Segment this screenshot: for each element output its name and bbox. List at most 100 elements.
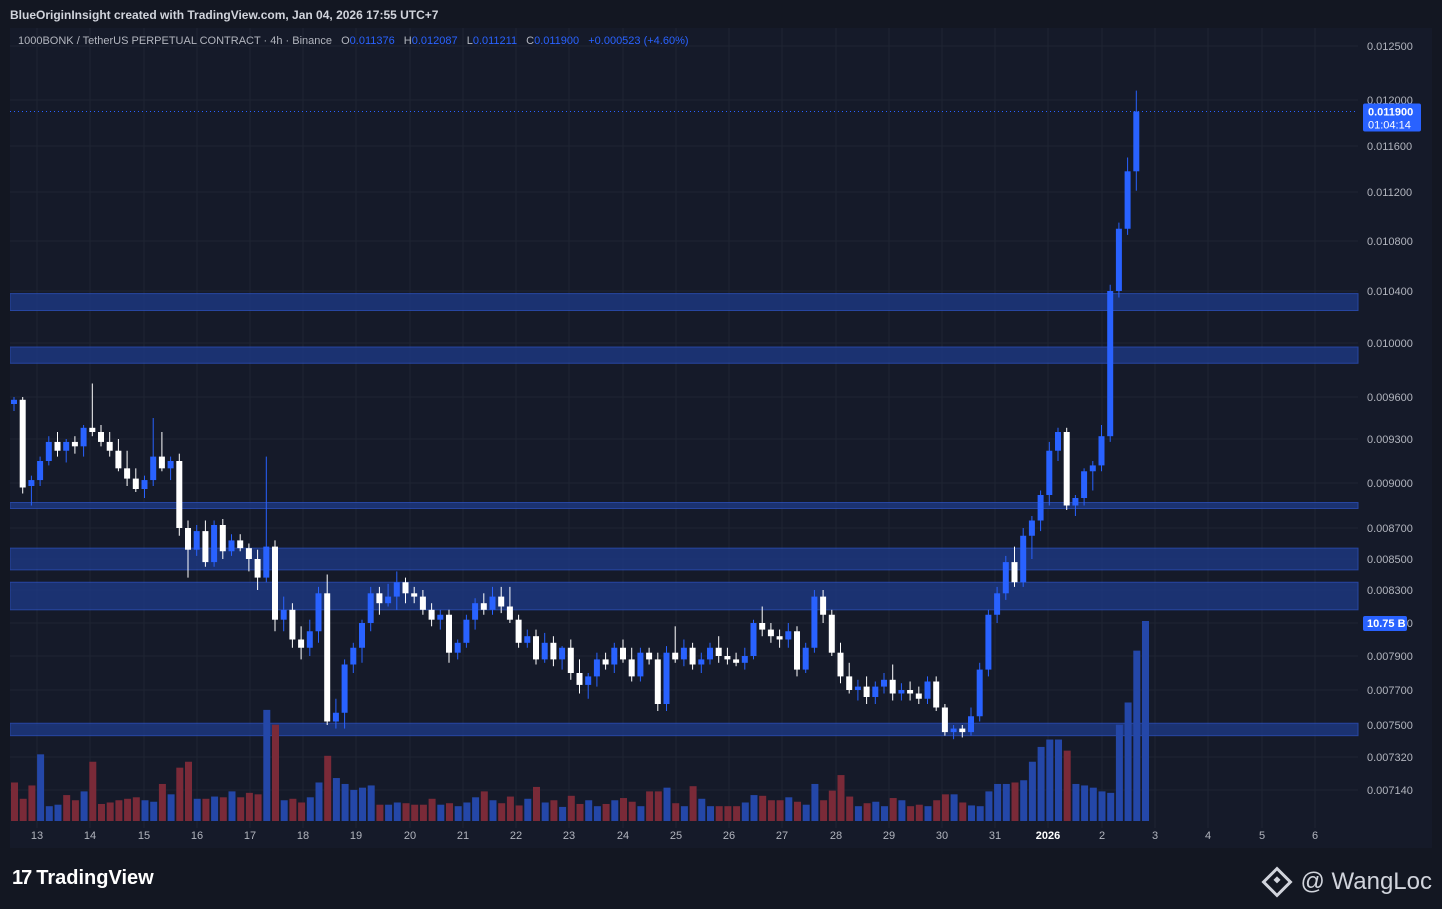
volume-bar: [158, 783, 166, 821]
volume-bar: [124, 798, 132, 821]
candle-body: [446, 614, 452, 653]
volume-bar: [428, 798, 436, 821]
candle-body: [124, 468, 131, 479]
candle-body: [324, 593, 331, 722]
date-axis-label: 22: [510, 830, 522, 842]
candle-body: [71, 441, 78, 447]
date-axis-label: 19: [350, 830, 362, 842]
volume-bar: [193, 798, 201, 821]
candle-body: [11, 399, 17, 404]
candle-body: [350, 647, 357, 665]
volume-bar: [332, 778, 340, 821]
candle-body: [141, 480, 148, 489]
volume-bar: [541, 802, 549, 821]
candle-body: [1055, 432, 1061, 451]
candle-body: [515, 619, 522, 643]
volume-bar: [463, 802, 471, 821]
volume-bar: [733, 806, 741, 821]
date-axis-label: 26: [723, 830, 735, 842]
date-axis-label: 5: [1259, 830, 1265, 842]
candle-body: [202, 531, 209, 563]
volume-bar: [567, 795, 575, 821]
volume-bar: [1002, 783, 1010, 821]
low-value: 0.011211: [472, 35, 518, 47]
volume-bar: [98, 803, 105, 821]
volume-bar: [620, 798, 627, 821]
candle-body: [811, 596, 818, 648]
candle-body: [219, 525, 226, 552]
candle-body: [611, 647, 618, 665]
candle-body: [472, 603, 479, 620]
volume-bar: [385, 804, 393, 821]
volume-bar: [637, 806, 645, 821]
volume-bar: [228, 791, 236, 821]
price-chart[interactable]: 0.0125000.0120000.0116000.0112000.010800…: [10, 28, 1432, 848]
volume-bar: [959, 802, 967, 821]
zone-band: [10, 581, 1359, 611]
candle-body: [524, 636, 531, 643]
volume-bar: [889, 798, 897, 821]
candle-body: [150, 456, 157, 481]
volume-bar: [1037, 746, 1045, 821]
volume-bar: [881, 806, 888, 821]
volume-bar: [71, 800, 79, 821]
candle-body: [1107, 291, 1114, 437]
volume-bar: [985, 791, 993, 821]
candle-body: [863, 686, 870, 697]
tradingview-logo[interactable]: 17 TradingView: [12, 867, 154, 890]
volume-bar: [472, 797, 480, 821]
volume-bar: [489, 800, 497, 821]
price-axis-label: 0.008700: [1367, 523, 1413, 535]
candle-body: [950, 728, 957, 733]
volume-bar: [785, 797, 793, 821]
candle-body: [1046, 450, 1053, 495]
candle-body: [1081, 471, 1088, 498]
volume-bar: [402, 803, 410, 821]
volume-bar: [672, 803, 680, 821]
candle-body: [854, 686, 861, 690]
volume-bar: [550, 800, 558, 821]
candle-body: [541, 642, 548, 660]
volume-bar: [324, 755, 332, 821]
candle-body: [1063, 432, 1070, 506]
candle-body: [733, 659, 740, 663]
volume-bar: [1081, 785, 1089, 821]
volume-bar: [585, 800, 593, 821]
candle-body: [794, 631, 800, 670]
candle-body: [767, 629, 774, 637]
candle-body: [1002, 562, 1009, 594]
volume-bar: [846, 796, 854, 821]
volume-bar: [254, 794, 262, 821]
volume-bar: [611, 800, 619, 821]
volume-bar: [750, 795, 758, 821]
date-axis-label: 2026: [1036, 830, 1060, 842]
date-axis-label: 29: [883, 830, 895, 842]
volume-bar: [219, 797, 227, 821]
volume-bar: [559, 806, 567, 821]
candle-body: [80, 427, 87, 447]
volume-bar: [941, 794, 949, 821]
volume-bar: [341, 783, 349, 821]
volume-bar: [811, 783, 819, 821]
candle-body: [846, 676, 853, 690]
candle-body: [176, 461, 183, 528]
candle-body: [741, 656, 748, 663]
volume-bar: [263, 709, 271, 821]
volume-bar: [533, 786, 540, 821]
candle-body: [724, 656, 731, 660]
candle-body: [211, 525, 218, 563]
candle-body: [132, 478, 139, 489]
volume-bar: [872, 801, 880, 821]
date-axis-label: 28: [830, 830, 842, 842]
date-axis-label: 20: [404, 830, 416, 842]
candle-body: [907, 690, 914, 694]
volume-bar: [715, 806, 723, 821]
volume-bar: [63, 795, 71, 821]
volume-bar: [680, 806, 688, 821]
volume-bar: [646, 791, 654, 821]
candle-body: [332, 712, 339, 722]
candle-body: [567, 647, 574, 673]
candle-body: [341, 664, 348, 713]
candle-body: [272, 546, 278, 620]
date-axis-label: 13: [31, 830, 43, 842]
